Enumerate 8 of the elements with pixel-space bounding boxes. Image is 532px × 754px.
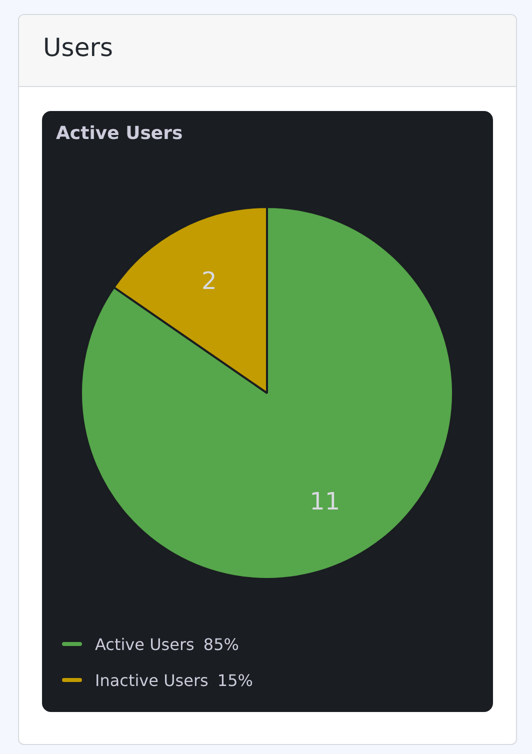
chart-title: Users xyxy=(19,15,516,87)
text: 15% xyxy=(217,670,253,690)
chart-subtitle: Active Users xyxy=(56,123,183,144)
text: 85% xyxy=(203,634,239,654)
legend-label: Active Users xyxy=(95,634,194,654)
data-label: 11 xyxy=(310,488,340,516)
data-label: 2 xyxy=(201,266,217,295)
legend-label: Inactive Users xyxy=(95,670,208,690)
